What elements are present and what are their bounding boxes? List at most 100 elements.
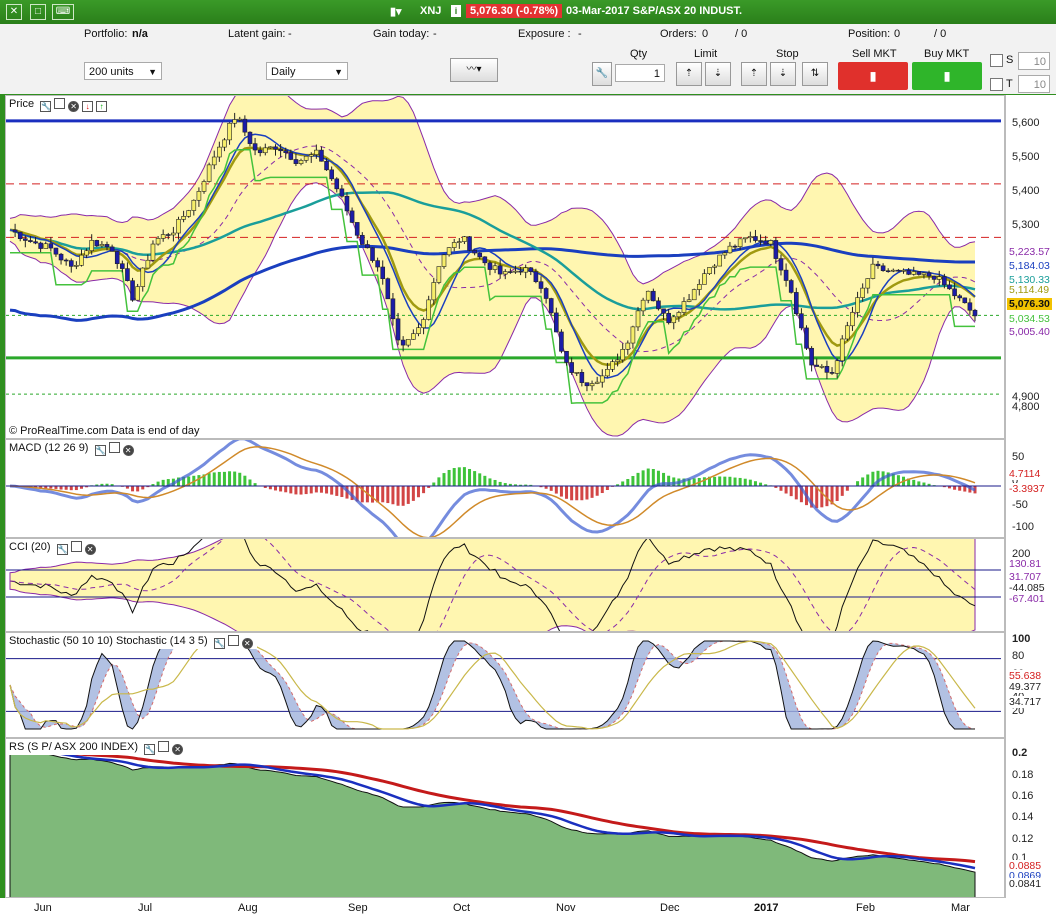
macd-histogram-bar (953, 486, 957, 490)
candle-body (916, 271, 922, 275)
macd-histogram-bar (498, 481, 502, 486)
candle-body (176, 219, 181, 234)
cci-axis: 200 0 130.81 31.707 -44.085 -67.401 (1005, 538, 1056, 632)
macd-histogram-bar (748, 479, 752, 486)
wrench-icon[interactable]: 🔧 (144, 744, 156, 755)
candle-body (681, 301, 687, 313)
candle-body (661, 308, 666, 314)
macd-histogram-bar (371, 486, 375, 503)
close-icon[interactable]: ✕ (68, 101, 80, 112)
macd-histogram-bar (707, 476, 711, 486)
close-icon[interactable]: ✕ (122, 445, 134, 456)
window-icon[interactable] (158, 741, 170, 752)
macd-histogram-bar (713, 476, 717, 486)
wrench-icon[interactable]: 🔧 (213, 638, 225, 649)
arrow-up-icon[interactable]: ↑ (96, 101, 108, 112)
window-icon[interactable] (108, 442, 120, 453)
s-input[interactable]: 10 (1018, 52, 1050, 70)
stop-sell-button[interactable]: ⇣ (770, 62, 796, 86)
candle-body (722, 252, 728, 256)
candle-body (855, 297, 860, 313)
candle-body (518, 270, 523, 273)
chevron-down-icon: ▼ (334, 67, 343, 77)
macd-tick: -50 (1012, 499, 1028, 511)
stop-trailing-button[interactable]: ⇅ (802, 62, 828, 86)
macd-histogram-bar (279, 486, 283, 492)
window-icon[interactable] (70, 541, 82, 552)
t-input[interactable]: 10 (1018, 75, 1050, 93)
limit-buy-button[interactable]: ⇡ (676, 62, 702, 86)
stop-buy-button[interactable]: ⇡ (741, 62, 767, 86)
macd-axis: 50 0 -50 -100 4.7114 -3.3937 (1005, 439, 1056, 538)
window-icon[interactable] (54, 98, 66, 109)
macd-histogram-bar (682, 478, 686, 486)
price-tick: 5,300 (1012, 219, 1040, 231)
candle-body (462, 236, 467, 242)
close-icon[interactable]: ✕ (241, 638, 253, 649)
rs-tick: 0.16 (1012, 790, 1034, 802)
s-checkbox[interactable] (990, 54, 1003, 67)
price-chart[interactable]: Price 🔧 ✕ ↓ ↑ © ProRealTime.com Data is end… (5, 95, 1005, 439)
value-label: 31.707 (1007, 571, 1044, 583)
close-icon[interactable]: ✕ (172, 744, 184, 755)
limit-sell-button[interactable]: ⇣ (705, 62, 731, 86)
wrench-icon[interactable]: 🔧 (592, 62, 612, 86)
macd-histogram-bar (396, 486, 400, 506)
cci-chart[interactable]: CCI (20) 🔧 ✕ (5, 538, 1005, 632)
wrench-icon[interactable]: 🔧 (94, 445, 106, 456)
candle-body (125, 268, 130, 281)
info-icon[interactable]: i (451, 5, 461, 17)
close-icon[interactable]: ✕ (84, 544, 96, 555)
cci-band (9, 539, 976, 631)
qty-input[interactable]: 1 (615, 64, 665, 82)
buy-mkt-button[interactable]: ▮ (912, 62, 982, 90)
macd-histogram-bar (110, 484, 114, 486)
macd-histogram-bar (815, 486, 819, 509)
rs-plot (9, 746, 976, 897)
macd-title: MACD (12 26 9) (9, 442, 89, 454)
candle-body (232, 119, 237, 124)
candle-body (778, 258, 784, 271)
candle-body (482, 256, 488, 264)
bollinger-band-fill (10, 96, 975, 436)
value-label: 5,184.03 (1007, 260, 1052, 272)
value-label: 5,130.33 (1007, 274, 1052, 286)
t-checkbox[interactable] (990, 78, 1003, 91)
macd-histogram-bar (580, 486, 584, 501)
maximize-window-icon[interactable]: □ (30, 4, 46, 20)
period-select[interactable]: Daily ▼ (266, 62, 348, 80)
close-window-icon[interactable]: ✕ (6, 4, 22, 20)
macd-histogram-bar (79, 486, 83, 489)
candle-body (753, 236, 758, 241)
rs-chart[interactable]: RS (S P/ ASX 200 INDEX) 🔧 ✕ (5, 738, 1005, 898)
price-panel-title: Price 🔧 ✕ ↓ ↑ (9, 98, 112, 112)
macd-histogram-bar (641, 470, 645, 486)
candle-body (845, 325, 850, 340)
candle-body (314, 149, 319, 155)
macd-histogram-bar (478, 473, 482, 486)
macd-histogram-bar (585, 486, 589, 500)
indicators-button[interactable]: 〰▾ (450, 58, 498, 82)
long-ma-line (9, 241, 975, 322)
stochastic-chart[interactable]: Stochastic (50 10 10) Stochastic (14 3 5… (5, 632, 1005, 738)
macd-histogram-bar (718, 476, 722, 486)
wrench-icon[interactable]: 🔧 (40, 101, 52, 112)
window-icon[interactable] (227, 635, 239, 646)
candle-body (947, 284, 952, 290)
wrench-icon[interactable]: 🔧 (56, 544, 68, 555)
symbol-label[interactable]: XNJ (420, 5, 442, 17)
macd-histogram-bar (907, 478, 911, 486)
chart-type-icon[interactable]: ▮▾ (390, 6, 402, 18)
macd-chart[interactable]: MACD (12 26 9) 🔧 ✕ (5, 439, 1005, 538)
candle-body (574, 372, 580, 374)
candle-body (850, 312, 855, 327)
arrow-down-icon[interactable]: ↓ (82, 101, 94, 112)
candle-body (962, 297, 968, 304)
keyboard-icon[interactable]: ⌨ (52, 4, 74, 20)
macd-histogram-bar (524, 484, 528, 486)
units-select[interactable]: 200 units ▼ (84, 62, 162, 80)
sell-mkt-button[interactable]: ▮ (838, 62, 908, 90)
candle-body (666, 312, 671, 324)
candle-body (523, 267, 528, 273)
candle-body (814, 364, 820, 367)
